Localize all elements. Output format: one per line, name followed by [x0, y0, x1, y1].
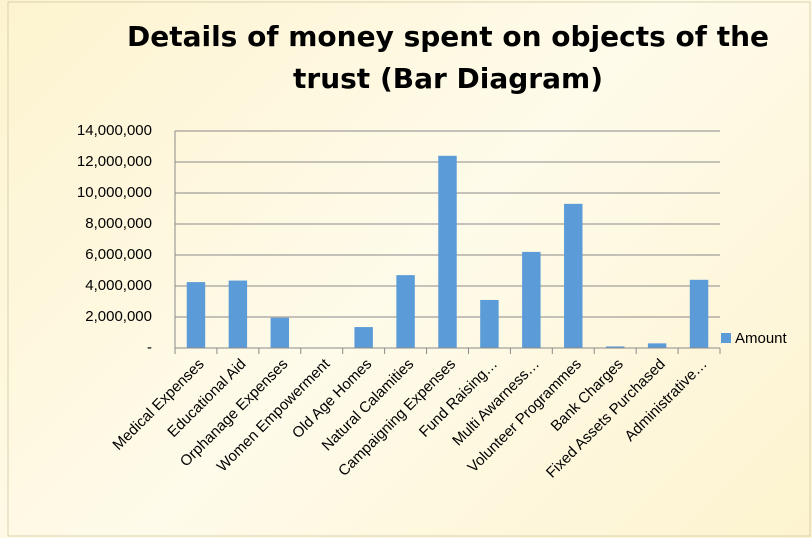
bar — [396, 275, 415, 348]
y-tick-label: 2,000,000 — [85, 308, 152, 325]
bar — [228, 280, 248, 348]
x-tick-label: Bank Charges — [548, 356, 627, 435]
y-tick-label: - — [147, 339, 152, 356]
y-tick-label: 4,000,000 — [85, 277, 152, 294]
bar — [186, 282, 206, 348]
y-tick-label: 12,000,000 — [77, 153, 152, 170]
bar — [480, 299, 499, 348]
y-tick-label: 6,000,000 — [85, 246, 152, 263]
legend-label: Amount — [735, 330, 788, 347]
bar — [438, 155, 457, 348]
y-tick-label: 8,000,000 — [85, 215, 152, 232]
chart-title: Details of money spent on objects of the… — [126, 20, 770, 95]
bar — [605, 346, 625, 348]
bar — [522, 251, 541, 348]
chart-border — [7, 1, 811, 537]
bar — [564, 203, 583, 348]
bar — [647, 343, 667, 348]
bar — [689, 279, 709, 348]
y-tick-label: 14,000,000 — [77, 122, 152, 139]
y-tick-label: 10,000,000 — [77, 184, 152, 201]
bar — [354, 327, 373, 348]
bar — [270, 317, 290, 348]
legend-swatch — [721, 333, 731, 343]
